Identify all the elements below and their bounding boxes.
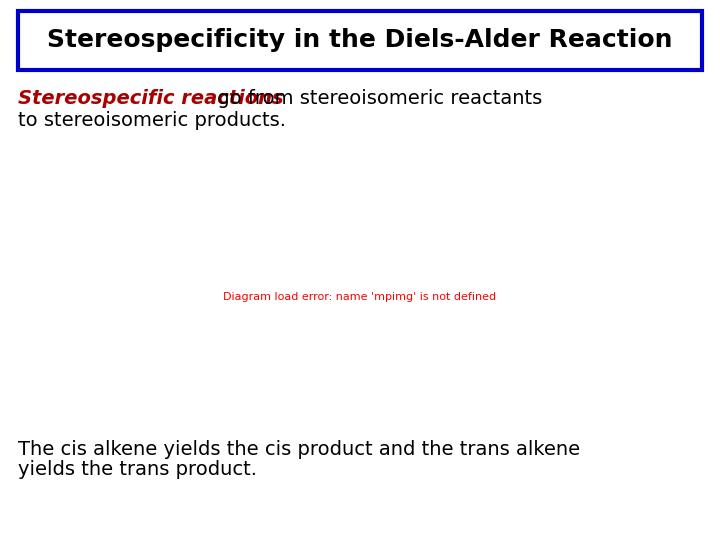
Text: Stereospecificity in the Diels-Alder Reaction: Stereospecificity in the Diels-Alder Rea…: [48, 29, 672, 52]
Text: yields the trans product.: yields the trans product.: [18, 460, 257, 479]
Text: to stereoisomeric products.: to stereoisomeric products.: [18, 111, 286, 130]
Text: Stereospecific reactions: Stereospecific reactions: [18, 89, 284, 108]
Text: Diagram load error: name 'mpimg' is not defined: Diagram load error: name 'mpimg' is not …: [223, 292, 497, 302]
FancyBboxPatch shape: [18, 11, 702, 70]
Text: go from stereoisomeric reactants: go from stereoisomeric reactants: [211, 89, 542, 108]
Text: The cis alkene yields the cis product and the trans alkene: The cis alkene yields the cis product an…: [18, 440, 580, 459]
